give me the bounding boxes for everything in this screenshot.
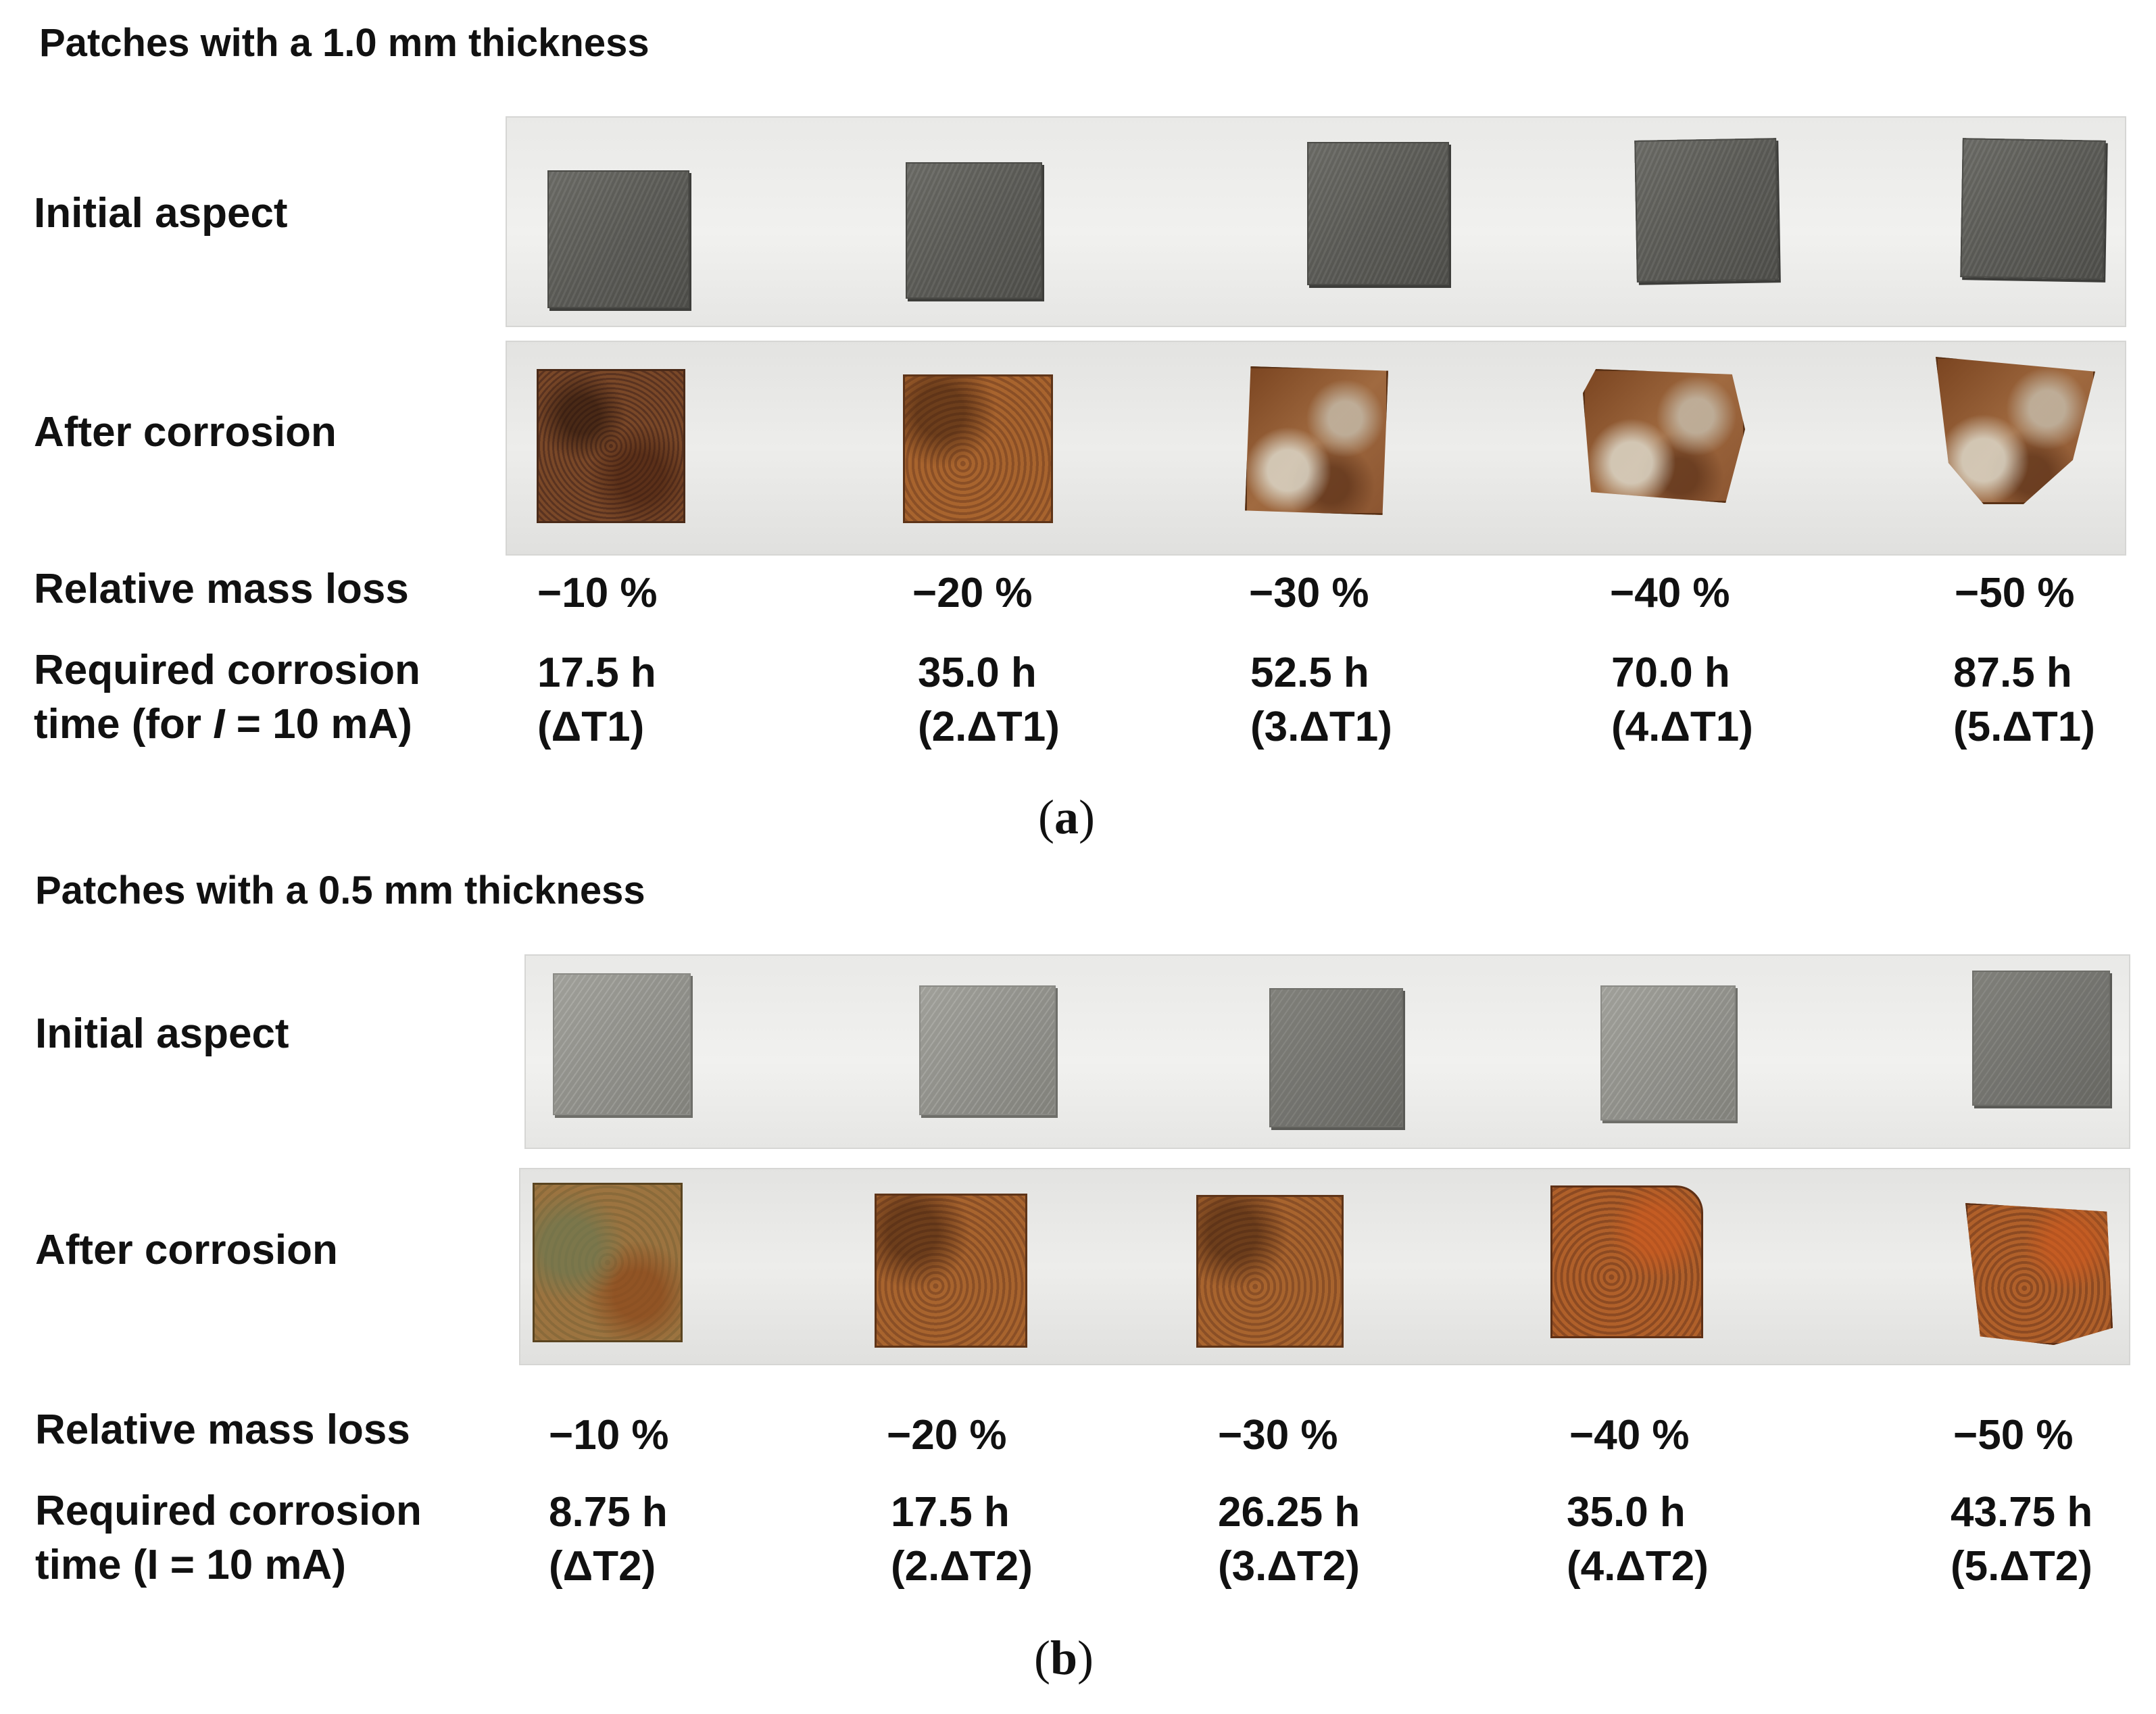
figure-a-heading: Patches with a 1.0 mm thickness — [39, 21, 650, 65]
patch-b4-initial — [1600, 985, 1736, 1121]
patch-a1-initial — [547, 170, 689, 308]
figure-b-label-after: After corrosion — [35, 1227, 338, 1273]
a-col4-mass-loss: −40 % — [1610, 570, 1730, 616]
figure-b-caption: (b) — [1034, 1631, 1094, 1685]
figure-a-label-after: After corrosion — [34, 409, 337, 456]
figure-b-label-time-line2: time (I = 10 mA) — [35, 1542, 346, 1588]
figure-b-heading: Patches with a 0.5 mm thickness — [35, 868, 645, 912]
patch-b4-corroded — [1550, 1185, 1703, 1338]
figure-b-label-mass-loss: Relative mass loss — [35, 1406, 410, 1453]
figure-a-corrosion-photo — [506, 341, 2126, 556]
b-col4-time: 35.0 h (4.ΔT2) — [1567, 1489, 1709, 1590]
a-col3-time: 52.5 h (3.ΔT1) — [1250, 650, 1392, 750]
patch-b5-corroded — [1965, 1203, 2113, 1345]
b-col2-time: 17.5 h (2.ΔT2) — [891, 1489, 1033, 1590]
patch-a1-corroded — [537, 369, 685, 523]
patch-a3-initial — [1307, 142, 1449, 285]
b-col3-mass-loss: −30 % — [1218, 1412, 1338, 1459]
figure-a-caption: (a) — [1038, 790, 1095, 844]
patch-b1-corroded — [533, 1183, 683, 1342]
b-col1-time: 8.75 h (ΔT2) — [549, 1489, 668, 1590]
patch-a4-initial — [1634, 138, 1779, 283]
figure-b-label-time-line1: Required corrosion — [35, 1488, 422, 1534]
patch-b3-initial — [1269, 988, 1403, 1127]
b-col1-mass-loss: −10 % — [549, 1412, 669, 1459]
figure-a-label-time-line2: time (for I = 10 mA) — [34, 701, 412, 748]
figure-b-label-initial: Initial aspect — [35, 1010, 289, 1057]
figure-b-initial-photo — [524, 954, 2130, 1149]
b-col3-time: 26.25 h (3.ΔT2) — [1218, 1489, 1361, 1590]
patch-b2-initial — [919, 985, 1056, 1115]
a-col5-mass-loss: −50 % — [1955, 570, 2075, 616]
figure-b-corrosion-photo — [519, 1168, 2130, 1365]
patch-a5-corroded — [1936, 357, 2095, 504]
figure-a-label-time-line1: Required corrosion — [34, 647, 420, 693]
figure-a-label-time: Required corrosion time (for I = 10 mA) — [34, 643, 420, 752]
a-col2-time: 35.0 h (2.ΔT1) — [918, 650, 1060, 750]
b-col5-time: 43.75 h (5.ΔT2) — [1951, 1489, 2093, 1590]
b-col2-mass-loss: −20 % — [887, 1412, 1007, 1459]
patch-a3-corroded — [1245, 366, 1388, 515]
patch-b5-initial — [1972, 971, 2110, 1106]
patch-b2-corroded — [875, 1194, 1027, 1348]
patch-a5-initial — [1960, 138, 2106, 280]
a-col4-time: 70.0 h (4.ΔT1) — [1611, 650, 1753, 750]
a-col3-mass-loss: −30 % — [1249, 570, 1369, 616]
a-col2-mass-loss: −20 % — [912, 570, 1033, 616]
a-col1-time: 17.5 h (ΔT1) — [537, 650, 656, 750]
a-col1-mass-loss: −10 % — [537, 570, 658, 616]
figure-a-label-mass-loss: Relative mass loss — [34, 566, 409, 612]
b-col5-mass-loss: −50 % — [1953, 1412, 2074, 1459]
a-col5-time: 87.5 h (5.ΔT1) — [1953, 650, 2095, 750]
patch-a4-corroded — [1583, 369, 1745, 503]
figure-a-initial-photo — [506, 116, 2126, 327]
patch-b1-initial — [553, 973, 691, 1115]
figure-a-label-initial: Initial aspect — [34, 190, 288, 237]
patch-a2-corroded — [903, 374, 1053, 523]
patch-b3-corroded — [1196, 1195, 1344, 1348]
patch-a2-initial — [906, 162, 1042, 299]
b-col4-mass-loss: −40 % — [1569, 1412, 1690, 1459]
figure-b-label-time: Required corrosion time (I = 10 mA) — [35, 1484, 422, 1592]
